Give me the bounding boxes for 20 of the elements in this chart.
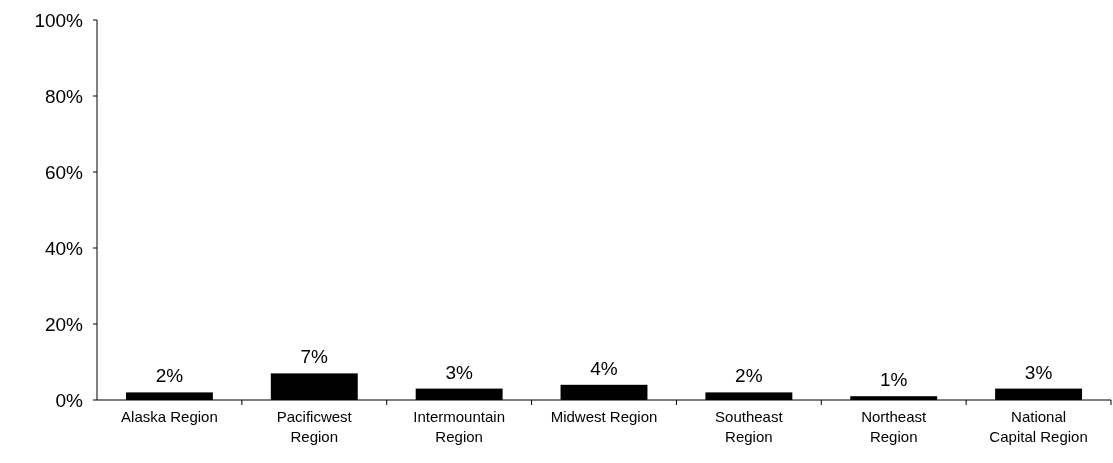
y-tick-label: 60%	[44, 161, 84, 183]
y-tick-label: 100%	[34, 9, 84, 31]
data-label: 7%	[300, 346, 329, 368]
y-tick-label: 80%	[44, 85, 84, 107]
data-label: 3%	[1024, 361, 1053, 383]
data-label: 2%	[155, 365, 184, 387]
y-tick-label: 20%	[44, 313, 84, 335]
x-tick-label: Northeast Region	[861, 408, 928, 445]
x-tick-label: Intermountain Region	[413, 408, 506, 445]
data-label: 1%	[879, 369, 908, 391]
data-label: 3%	[445, 361, 473, 383]
y-tick-label: 40%	[44, 237, 84, 259]
x-tick-label: Pacificwest Region	[276, 408, 353, 445]
data-label: 4%	[590, 357, 618, 379]
data-label: 2%	[735, 365, 763, 387]
y-tick-label: 0%	[55, 389, 84, 411]
x-tick-label: Midwest Region	[550, 408, 658, 425]
x-tick-label: National Capital Region	[989, 408, 1088, 445]
x-tick-label: Alaska Region	[121, 408, 218, 425]
x-tick-label: Southeast Region	[715, 408, 784, 445]
